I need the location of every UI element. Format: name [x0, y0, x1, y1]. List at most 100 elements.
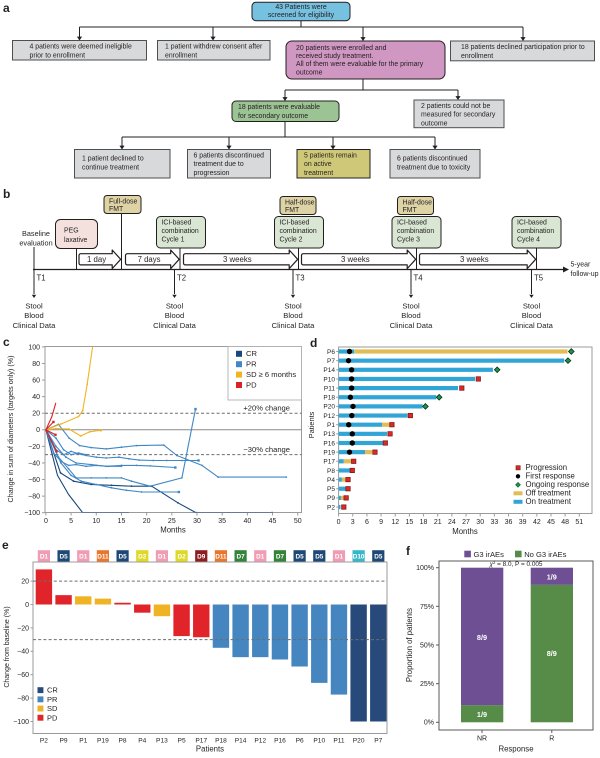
svg-text:5: 5 — [69, 518, 73, 525]
svg-text:1/9: 1/9 — [547, 573, 557, 582]
svg-text:24: 24 — [448, 519, 456, 526]
svg-text:D5: D5 — [59, 554, 68, 561]
svg-text:Stool: Stool — [25, 302, 43, 311]
svg-text:D2: D2 — [178, 554, 187, 561]
svg-text:25: 25 — [168, 518, 176, 525]
svg-text:P16: P16 — [274, 738, 286, 745]
svg-text:3: 3 — [351, 519, 355, 526]
svg-text:18 patients were evaluable: 18 patients were evaluable — [238, 104, 320, 111]
svg-text:−30% change: −30% change — [243, 445, 290, 454]
svg-text:combination: combination — [517, 228, 554, 235]
svg-text:P7: P7 — [374, 738, 382, 745]
svg-text:D5: D5 — [315, 554, 324, 561]
svg-text:35: 35 — [218, 518, 226, 525]
svg-text:treatment due to: treatment due to — [194, 161, 244, 168]
svg-text:Full-dose: Full-dose — [109, 199, 138, 206]
svg-text:Clinical Data: Clinical Data — [272, 321, 315, 330]
svg-text:−40: −40 — [17, 649, 29, 656]
svg-text:6 patients discontinued: 6 patients discontinued — [397, 155, 468, 162]
svg-text:on active: on active — [304, 161, 332, 168]
svg-text:Clinical Data: Clinical Data — [510, 321, 553, 330]
svg-text:PEG: PEG — [64, 227, 79, 234]
svg-text:PD: PD — [246, 380, 257, 389]
svg-text:P11: P11 — [324, 385, 335, 392]
svg-text:40: 40 — [32, 394, 40, 401]
svg-text:outcome: outcome — [421, 120, 448, 127]
svg-text:Clinical Data: Clinical Data — [390, 321, 433, 330]
svg-text:27: 27 — [462, 519, 470, 526]
svg-text:Blood: Blood — [401, 311, 420, 320]
svg-text:−100: −100 — [13, 719, 29, 726]
svg-text:100%: 100% — [416, 565, 434, 572]
svg-text:3 weeks: 3 weeks — [460, 255, 489, 264]
svg-text:enrollment: enrollment — [461, 53, 493, 60]
svg-text:8/9: 8/9 — [477, 633, 487, 642]
svg-text:Months: Months — [452, 527, 478, 536]
svg-text:−80: −80 — [28, 494, 40, 501]
svg-text:75%: 75% — [420, 604, 434, 611]
svg-text:P14: P14 — [323, 367, 335, 374]
svg-text:T1: T1 — [37, 274, 46, 283]
svg-text:P9: P9 — [327, 495, 335, 502]
svg-text:All of them were evaluable for: All of them were evaluable for the prima… — [296, 61, 424, 68]
svg-text:D1: D1 — [256, 554, 265, 561]
svg-text:d: d — [310, 336, 317, 350]
svg-text:D2: D2 — [138, 554, 147, 561]
svg-text:received study treatment.: received study treatment. — [296, 53, 373, 60]
svg-text:D5: D5 — [118, 554, 127, 561]
svg-text:Patients: Patients — [307, 411, 316, 438]
svg-text:20: 20 — [32, 411, 40, 418]
svg-text:D10: D10 — [353, 554, 365, 561]
svg-text:P1: P1 — [79, 738, 87, 745]
svg-text:D5: D5 — [374, 554, 383, 561]
svg-text:0: 0 — [44, 518, 48, 525]
svg-text:P20: P20 — [323, 404, 335, 411]
svg-text:P13: P13 — [323, 431, 335, 438]
svg-text:P18: P18 — [215, 738, 227, 745]
svg-text:Stool: Stool — [402, 302, 420, 311]
svg-text:screened for eligibility: screened for eligibility — [268, 12, 335, 19]
svg-text:T2: T2 — [177, 274, 186, 283]
svg-text:ICI-based: ICI-based — [280, 220, 310, 227]
svg-text:1 patient withdrew consent aft: 1 patient withdrew consent after — [165, 44, 263, 51]
svg-text:0: 0 — [36, 427, 40, 434]
svg-text:Blood: Blood — [522, 311, 541, 320]
svg-text:treatment due to toxicity: treatment due to toxicity — [397, 164, 471, 171]
svg-text:T5: T5 — [534, 274, 544, 283]
svg-text:Clinical Data: Clinical Data — [13, 321, 56, 330]
svg-text:−20: −20 — [28, 444, 40, 451]
svg-text:Proportion of patients: Proportion of patients — [405, 608, 414, 682]
svg-text:+20% change: +20% change — [243, 404, 290, 413]
svg-text:evaluation: evaluation — [19, 239, 52, 248]
svg-text:Half-dose: Half-dose — [285, 200, 315, 207]
svg-text:42: 42 — [533, 519, 541, 526]
svg-text:43 Patients were: 43 Patients were — [275, 4, 326, 11]
svg-text:15: 15 — [118, 518, 126, 525]
svg-text:P6: P6 — [296, 738, 304, 745]
svg-text:Cycle 1: Cycle 1 — [162, 236, 185, 243]
svg-text:5 patients remain: 5 patients remain — [304, 153, 357, 160]
svg-text:c: c — [3, 335, 10, 349]
svg-text:P19: P19 — [97, 738, 109, 745]
svg-text:laxative: laxative — [64, 237, 88, 244]
svg-text:D1: D1 — [335, 554, 344, 561]
svg-text:progression: progression — [194, 170, 230, 177]
svg-text:6: 6 — [365, 519, 369, 526]
svg-text:D1: D1 — [40, 554, 49, 561]
svg-text:a: a — [3, 1, 10, 15]
svg-text:prior to enrollment: prior to enrollment — [30, 52, 86, 59]
svg-text:D1: D1 — [79, 554, 88, 561]
svg-text:Off treatment: Off treatment — [526, 489, 572, 498]
svg-text:P8: P8 — [119, 738, 127, 745]
svg-text:b: b — [3, 187, 10, 201]
svg-text:P10: P10 — [313, 738, 325, 745]
svg-text:9: 9 — [379, 519, 383, 526]
svg-text:30: 30 — [193, 518, 201, 525]
svg-text:−20: −20 — [17, 625, 29, 632]
svg-text:Blood: Blood — [283, 311, 302, 320]
svg-text:6 patients discontinued: 6 patients discontinued — [194, 153, 265, 160]
svg-text:T4: T4 — [414, 274, 424, 283]
svg-text:5-year: 5-year — [571, 262, 592, 269]
svg-text:D11: D11 — [215, 554, 227, 561]
svg-text:Baseline: Baseline — [22, 229, 50, 238]
